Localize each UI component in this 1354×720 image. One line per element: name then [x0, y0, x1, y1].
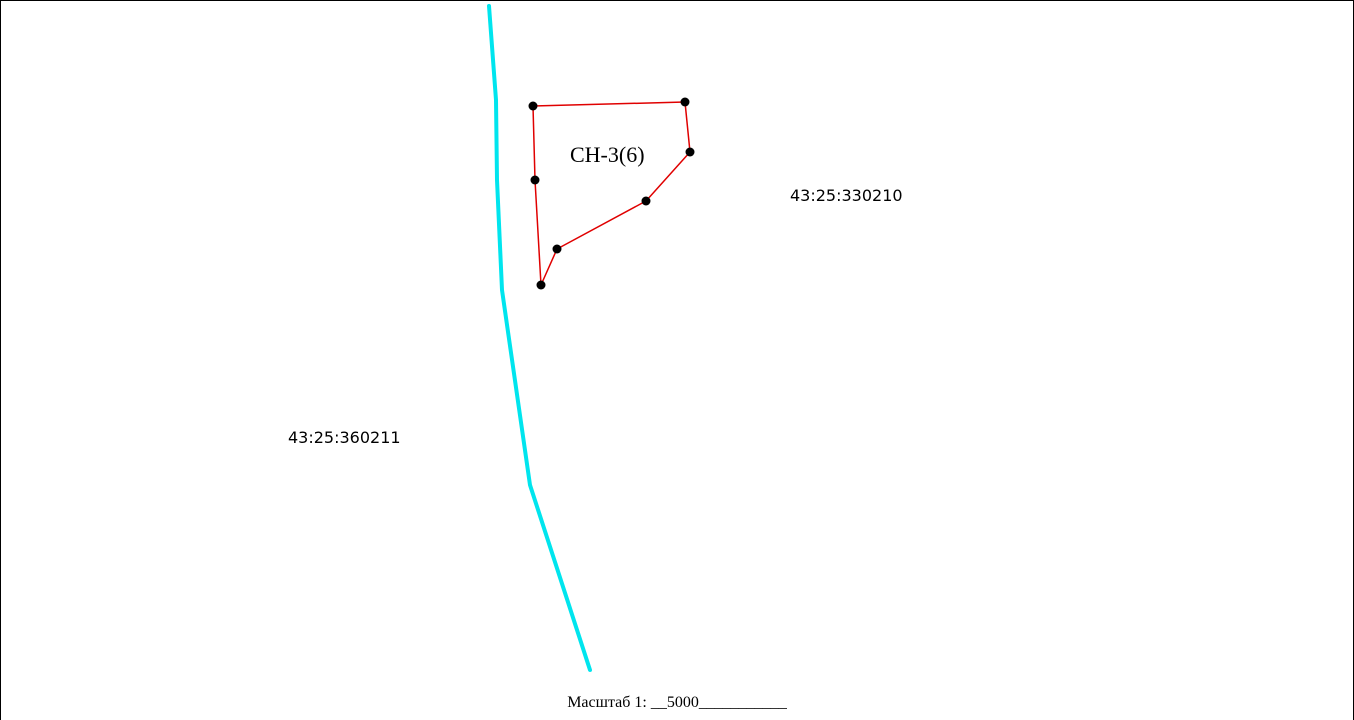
- vertex-point: [528, 101, 538, 111]
- vertex-point: [530, 175, 540, 185]
- plot-vertices: [528, 97, 695, 290]
- parcel-label-west: 43:25:360211: [288, 428, 401, 447]
- vertex-point: [536, 280, 546, 290]
- vertex-point: [552, 244, 562, 254]
- parcel-boundary-line: [487, 4, 592, 672]
- vertex-point: [641, 196, 651, 206]
- plot-boundary: [532, 101, 691, 286]
- scale-caption: Масштаб 1: __5000___________: [567, 694, 787, 711]
- parcel-label-east: 43:25:330210: [790, 186, 903, 205]
- vertex-point: [685, 147, 695, 157]
- vertex-point: [680, 97, 690, 107]
- plot-label: СН-3(6): [570, 142, 645, 167]
